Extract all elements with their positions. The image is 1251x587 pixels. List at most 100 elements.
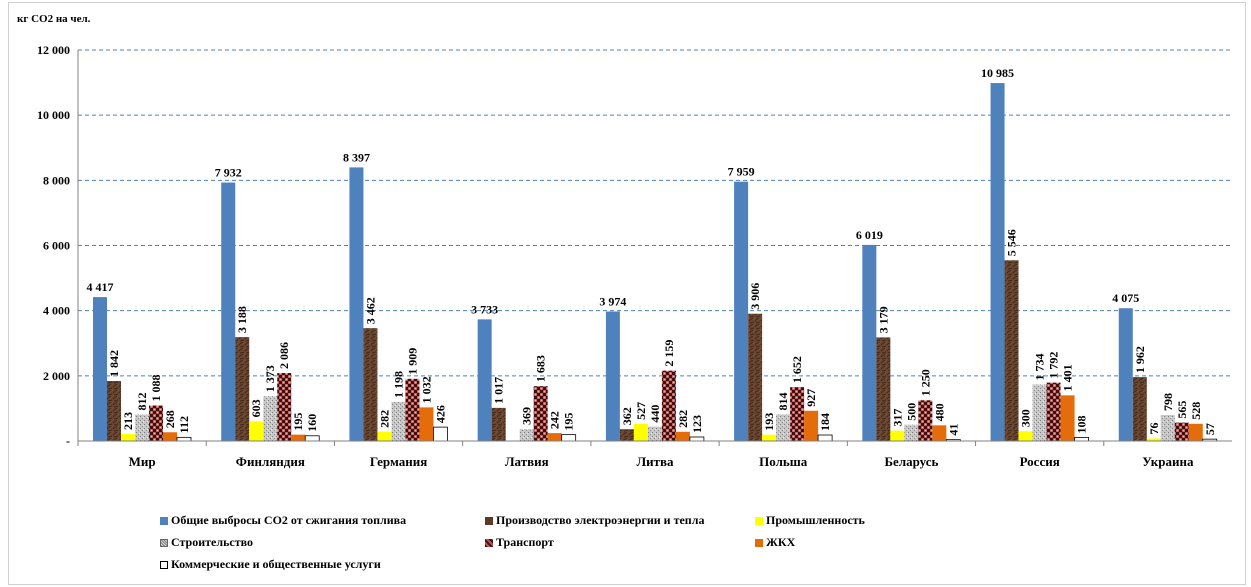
data-label: 3 462 — [363, 297, 377, 324]
data-label: 1 734 — [1033, 354, 1047, 381]
data-label: 41 — [946, 424, 960, 436]
bar — [304, 435, 320, 442]
bar — [263, 396, 278, 441]
bar — [675, 431, 690, 441]
legend-swatch — [160, 560, 168, 569]
bar — [890, 430, 905, 441]
bar — [918, 400, 933, 441]
bar — [1046, 382, 1061, 441]
data-label: 3 733 — [471, 302, 498, 316]
data-label: 3 188 — [235, 306, 249, 333]
legend-label: ЖКХ — [766, 535, 796, 549]
x-tick-label: Беларусь — [884, 454, 938, 469]
data-label: 1 250 — [918, 369, 932, 396]
x-tick-label: Украина — [1142, 454, 1194, 469]
y-tick-label: 6 000 — [43, 239, 70, 253]
data-label: 3 974 — [599, 295, 626, 309]
data-label: 1 032 — [419, 376, 433, 403]
bar — [1032, 384, 1047, 441]
data-label: 242 — [548, 411, 562, 429]
legend-label: Строительство — [171, 535, 254, 549]
data-label: 2 159 — [662, 340, 676, 367]
y-tick-label: 12 000 — [37, 43, 70, 57]
data-label: 369 — [520, 407, 534, 425]
bar — [804, 410, 819, 441]
legend-item: Транспорт — [485, 535, 554, 550]
data-label: 123 — [690, 415, 704, 433]
legend-swatch — [755, 516, 763, 525]
data-label: 268 — [163, 410, 177, 428]
x-tick-label: Латвия — [505, 454, 549, 469]
data-label: 7 959 — [728, 165, 755, 179]
y-tick-label: 8 000 — [43, 173, 70, 187]
bar — [605, 311, 620, 441]
data-label: 1 909 — [405, 348, 419, 375]
data-label: 528 — [1189, 402, 1203, 420]
x-tick-label: Литва — [636, 454, 674, 469]
data-label: 1 198 — [391, 371, 405, 398]
bar — [391, 401, 406, 441]
bar — [633, 423, 648, 441]
data-label: 3 906 — [748, 283, 762, 310]
bar — [619, 429, 634, 441]
data-label: 927 — [804, 389, 818, 407]
bar — [762, 434, 777, 441]
data-label: 193 — [762, 413, 776, 431]
x-tick-label: Россия — [1020, 454, 1060, 469]
data-label: 282 — [676, 410, 690, 428]
bar — [748, 313, 763, 441]
legend-swatch — [755, 538, 763, 547]
data-label: 1 401 — [1061, 364, 1075, 391]
bar — [1004, 260, 1019, 441]
bar — [862, 244, 877, 441]
bar — [533, 386, 548, 441]
legend-item: ЖКХ — [755, 535, 795, 550]
data-label: 603 — [249, 399, 263, 417]
data-label: 184 — [818, 413, 832, 431]
data-label: 812 — [135, 393, 149, 411]
bar — [121, 434, 135, 441]
bar — [163, 432, 177, 441]
data-label: 300 — [1019, 409, 1033, 427]
bar — [776, 414, 791, 441]
bar — [135, 414, 149, 441]
y-tick-label: - — [66, 434, 70, 448]
legend-item: Коммерческие и общественные услуги — [160, 557, 381, 572]
bar — [1118, 308, 1133, 441]
data-label: 10 985 — [981, 66, 1014, 80]
data-label: 1 962 — [1133, 346, 1147, 373]
bar — [1188, 423, 1203, 441]
bar — [1060, 395, 1075, 441]
bar — [291, 434, 306, 441]
bar — [519, 428, 534, 441]
y-tick-label: 2 000 — [43, 369, 70, 383]
bar — [221, 182, 236, 441]
bar — [904, 424, 919, 441]
bar — [1018, 431, 1033, 441]
bar — [235, 337, 250, 441]
data-label: 1 842 — [107, 350, 121, 377]
data-label: 6 019 — [856, 228, 883, 242]
data-label: 112 — [177, 416, 191, 433]
data-label: 1 088 — [149, 375, 163, 402]
bar — [477, 319, 492, 441]
bar — [1132, 377, 1147, 441]
legend-swatch — [160, 538, 168, 547]
bar — [405, 378, 420, 441]
data-label: 362 — [620, 407, 634, 425]
data-label: 317 — [890, 409, 904, 427]
data-label: 565 — [1175, 401, 1189, 419]
data-label: 160 — [305, 414, 319, 432]
bar — [547, 433, 562, 441]
legend-item: Промышленность — [755, 513, 865, 528]
bar — [1174, 422, 1189, 441]
bar — [349, 167, 364, 441]
data-label: 7 932 — [215, 166, 242, 180]
legend-item: Общие выбросы СО2 от сжигания топлива — [160, 513, 406, 528]
data-label: 4 075 — [1112, 291, 1139, 305]
legend-swatch — [485, 538, 493, 547]
legend-label: Производство электроэнергии и тепла — [496, 513, 705, 527]
data-label: 4 417 — [87, 280, 114, 294]
data-label: 1 017 — [492, 377, 506, 404]
